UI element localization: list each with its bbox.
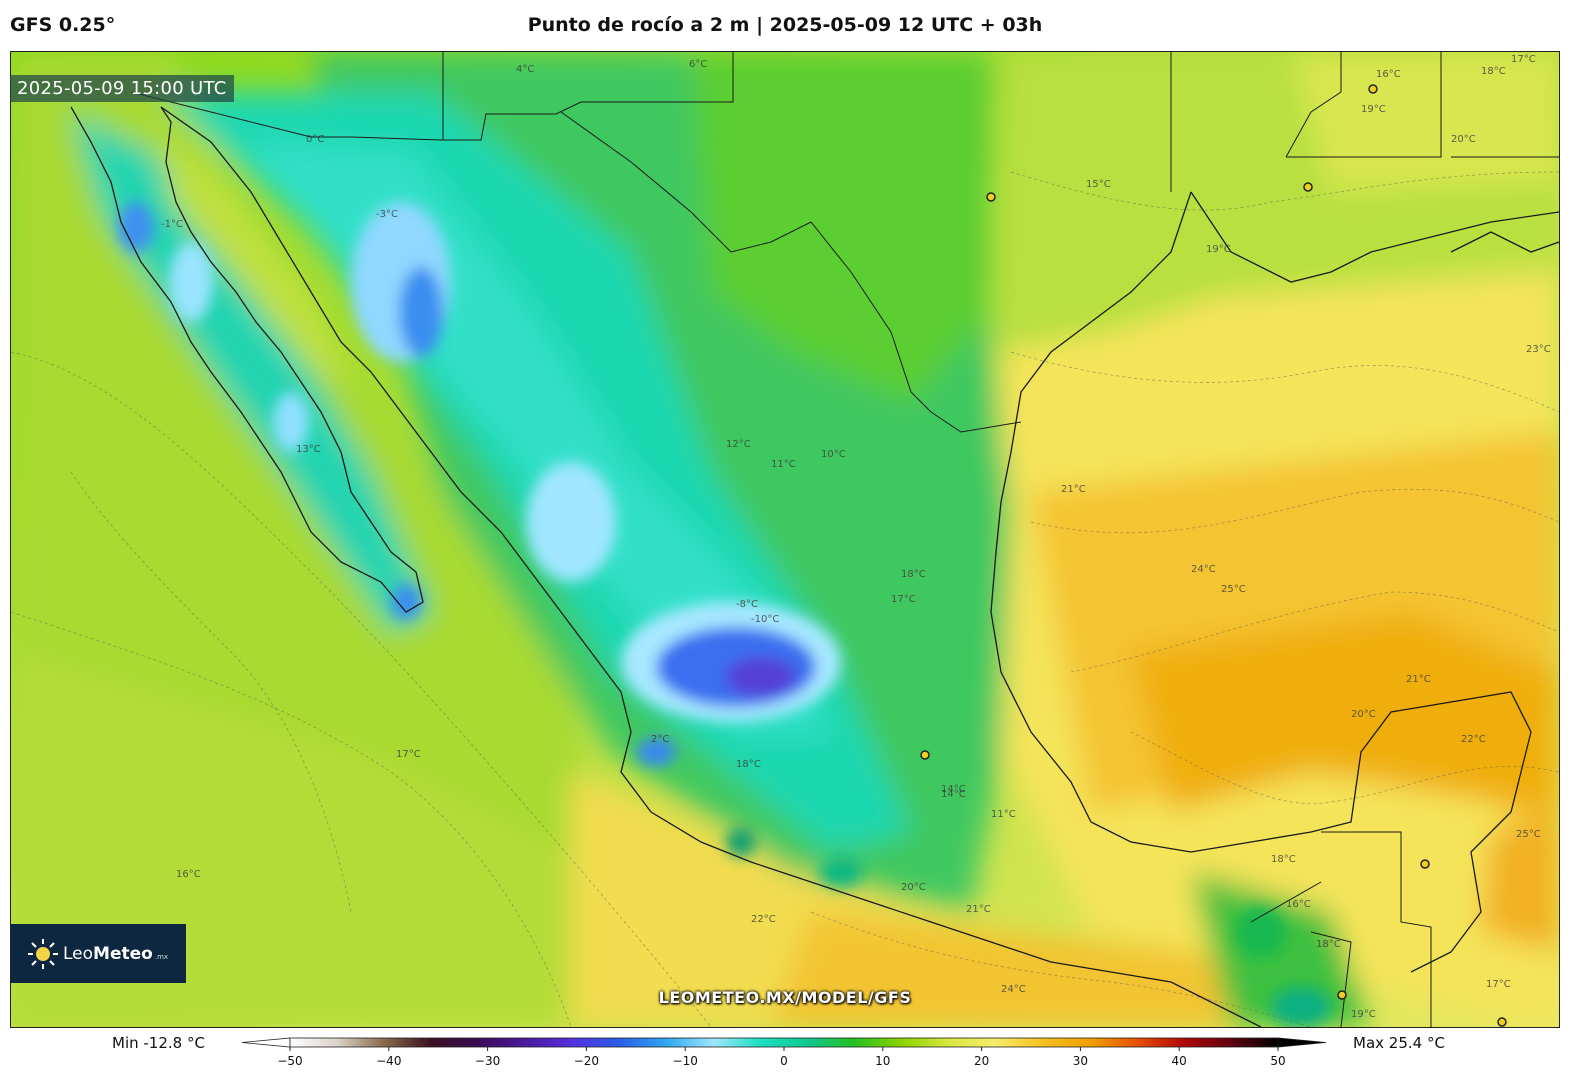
logo-text: LeoMeteo (63, 943, 153, 964)
dewpoint-map[interactable]: 16°C 18°C 19°C 17°C -3°C 4°C 6°C 15°C 20… (10, 51, 1560, 1028)
contour-label: 19°C (1361, 104, 1386, 115)
colorbar-tick-label: 10 (875, 1054, 890, 1068)
contour-label: 18°C (901, 569, 926, 580)
contour-label: 16°C (1286, 899, 1311, 910)
contour-label: 14°C (941, 784, 966, 795)
colorbar: −50 −40 −30 −20 −10 0 10 20 30 40 50 (240, 1036, 1328, 1076)
contour-label: 13°C (296, 444, 321, 455)
contour-label: 21°C (1406, 674, 1431, 685)
contour-label: 20°C (1351, 709, 1376, 720)
borders (130, 52, 1559, 1027)
contour-label: 17°C (396, 749, 421, 760)
contour-label: 11°C (991, 809, 1016, 820)
map-canvas: 16°C 18°C 19°C 17°C -3°C 4°C 6°C 15°C 20… (11, 52, 1559, 1027)
contour-label: 20°C (1451, 134, 1476, 145)
colorbar-tick-label: −50 (277, 1054, 302, 1068)
contour-label: 24°C (1191, 564, 1216, 575)
contour-label: -1°C (161, 219, 183, 230)
field-cold-cores (118, 202, 1331, 1027)
contour-label: 19°C (1206, 244, 1231, 255)
contour-label: 10°C (821, 449, 846, 460)
valid-time-badge: 2025-05-09 15:00 UTC (10, 75, 234, 102)
contour-label: -8°C (736, 599, 758, 610)
source-watermark: LEOMETEO.MX/MODEL/GFS (658, 988, 912, 1007)
logo-tld: .mx (154, 952, 169, 961)
colorbar-min-label: Min -12.8 °C (112, 1034, 205, 1052)
contour-label: -10°C (751, 614, 779, 625)
colorbar-tick-label: 50 (1270, 1054, 1285, 1068)
contour-label: 16°C (1376, 69, 1401, 80)
coastlines (70, 106, 1559, 1027)
colorbar-tick-label: −10 (673, 1054, 698, 1068)
colorbar-svg: −50 −40 −30 −20 −10 0 10 20 30 40 50 (241, 1037, 1327, 1068)
contour-label: 17°C (1486, 979, 1511, 990)
contour-label: 11°C (771, 459, 796, 470)
colorbar-tick-label: 40 (1172, 1054, 1187, 1068)
contour-label: 22°C (751, 914, 776, 925)
contour-label: 16°C (176, 869, 201, 880)
colorbar-tick-label: 30 (1073, 1054, 1088, 1068)
colorbar-ramp (289, 1037, 1279, 1048)
leometeo-logo[interactable]: LeoMeteo .mx (11, 924, 186, 983)
contour-label: 25°C (1516, 829, 1541, 840)
contour-label: 14°C (941, 789, 966, 800)
colorbar-tick-label: −20 (574, 1054, 599, 1068)
contour-label: 12°C (726, 439, 751, 450)
contour-label: 21°C (1061, 484, 1086, 495)
contour-label: 18°C (736, 759, 761, 770)
colorbar-max-arrow (1277, 1037, 1327, 1048)
contour-label: 24°C (1001, 984, 1026, 995)
contour-label: 18°C (1481, 66, 1506, 77)
sun-icon (28, 938, 58, 969)
contour-label: 20°C (901, 882, 926, 893)
model-label: GFS 0.25° (10, 14, 116, 36)
contour-label: 25°C (1221, 584, 1246, 595)
contour-label: 21°C (966, 904, 991, 915)
contour-label: 22°C (1461, 734, 1486, 745)
colorbar-tick-label: 0 (780, 1054, 788, 1068)
city-markers (920, 84, 1507, 1027)
isodrosotherms (11, 171, 1559, 1027)
contour-labels: 16°C 18°C 19°C 17°C -3°C 4°C 6°C 15°C 20… (161, 54, 1551, 1020)
chart-title: Punto de rocío a 2 m | 2025-05-09 12 UTC… (527, 14, 1043, 36)
colorbar-min-arrow (241, 1037, 291, 1048)
colorbar-tick-label: −40 (376, 1054, 401, 1068)
contour-label: -3°C (376, 209, 398, 220)
contour-label: 19°C (1351, 1009, 1376, 1020)
contour-label: 18°C (1316, 939, 1341, 950)
contour-label: 23°C (1526, 344, 1551, 355)
contour-label: 18°C (1271, 854, 1296, 865)
contour-label: 17°C (1511, 54, 1536, 65)
contour-label: 6°C (689, 59, 707, 70)
contour-label: 0°C (306, 134, 324, 145)
field-smooth (11, 52, 1559, 1027)
colorbar-max-label: Max 25.4 °C (1353, 1034, 1445, 1052)
colorbar-tick-label: 20 (974, 1054, 989, 1068)
contour-label: 15°C (1086, 179, 1111, 190)
contour-label: 17°C (891, 594, 916, 605)
contour-label: 2°C (651, 734, 669, 745)
colorbar-tick-label: −30 (475, 1054, 500, 1068)
contour-label: 4°C (516, 64, 534, 75)
